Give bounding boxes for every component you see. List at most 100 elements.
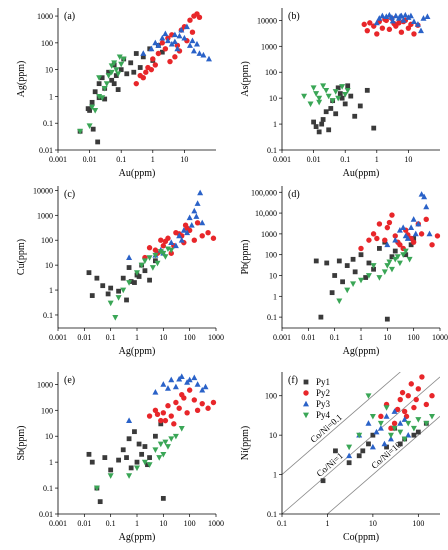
data-point xyxy=(377,420,384,427)
series-Py3 xyxy=(126,189,206,261)
data-point xyxy=(404,235,411,241)
data-point xyxy=(199,386,206,393)
data-point xyxy=(313,91,320,97)
y-tick-label: 1000 xyxy=(261,42,277,51)
data-point xyxy=(193,213,200,219)
data-point xyxy=(342,101,348,107)
data-point xyxy=(160,410,167,416)
x-tick-label: 0.01 xyxy=(83,155,97,164)
data-point xyxy=(389,254,395,260)
data-point xyxy=(93,485,100,492)
data-point xyxy=(94,275,100,281)
data-point xyxy=(115,71,122,77)
data-point xyxy=(102,96,108,102)
data-point xyxy=(339,84,346,90)
data-point xyxy=(400,252,407,258)
data-point xyxy=(397,396,403,403)
data-point xyxy=(116,457,121,463)
data-point xyxy=(172,54,178,60)
y-tick-label: 0.1 xyxy=(267,510,277,519)
data-point xyxy=(115,295,122,301)
data-point xyxy=(371,266,376,272)
data-point xyxy=(191,397,198,403)
data-point xyxy=(325,93,332,100)
data-point xyxy=(184,410,190,416)
x-tick-label: 10 xyxy=(159,333,167,342)
data-point xyxy=(176,405,182,411)
data-point xyxy=(383,405,390,411)
y-tick-label: 0.1 xyxy=(43,484,53,493)
data-point xyxy=(336,298,343,305)
data-point xyxy=(159,34,166,41)
data-point xyxy=(413,396,419,403)
series-Py2 xyxy=(146,387,217,427)
data-point xyxy=(171,421,177,427)
data-point xyxy=(191,374,198,381)
data-point xyxy=(178,373,185,379)
data-point xyxy=(162,254,169,260)
data-point xyxy=(371,125,377,131)
data-point xyxy=(181,34,188,41)
data-point xyxy=(357,103,363,109)
data-point xyxy=(164,37,171,44)
data-point xyxy=(113,73,119,78)
data-point xyxy=(146,413,153,419)
x-axis-label: Co(ppm) xyxy=(343,532,379,543)
data-point xyxy=(186,227,193,234)
data-point xyxy=(112,314,119,321)
data-point xyxy=(137,65,143,70)
panel-4: 0.001 0.01 0.1 1 10 100 1000 0.1 1 10 100 1000 10,00… xyxy=(240,186,448,357)
y-tick-label: 0.01 xyxy=(39,510,53,519)
data-point xyxy=(152,62,159,68)
data-point xyxy=(196,50,203,56)
data-point xyxy=(181,395,187,401)
data-point xyxy=(418,231,425,237)
data-point xyxy=(386,259,393,266)
data-point xyxy=(350,256,356,262)
data-point xyxy=(415,429,421,435)
data-point xyxy=(400,224,407,231)
y-tick-label: 100 xyxy=(265,392,277,401)
series-Py4 xyxy=(336,248,413,305)
data-point xyxy=(365,273,372,279)
data-point xyxy=(391,420,398,426)
data-point xyxy=(126,280,133,286)
data-point xyxy=(200,51,207,58)
data-point xyxy=(108,69,115,76)
data-point xyxy=(394,254,401,260)
x-tick-label: 1000 xyxy=(432,333,448,342)
data-point xyxy=(320,117,326,122)
data-point xyxy=(160,250,167,257)
x-tick-label: 100 xyxy=(412,519,424,528)
data-point xyxy=(150,56,156,62)
data-point xyxy=(333,448,338,454)
x-tick-label: 0.1 xyxy=(340,155,350,164)
data-point xyxy=(167,58,173,65)
panel-1: 0.001 0.01 0.1 1 100.010.11101001000Au(ppm)A… xyxy=(16,8,216,179)
data-point xyxy=(392,12,399,19)
y-tick-label: 1000 xyxy=(37,12,53,21)
x-tick-label: 100 xyxy=(184,333,196,342)
data-point xyxy=(143,69,149,75)
y-tick-label: 10 xyxy=(269,94,277,103)
data-point xyxy=(366,441,371,447)
data-point xyxy=(131,69,137,75)
data-point xyxy=(168,376,175,383)
data-point xyxy=(363,275,369,280)
data-point xyxy=(152,252,159,259)
data-point xyxy=(358,252,364,258)
data-point xyxy=(328,106,334,111)
data-point xyxy=(434,233,441,239)
data-point xyxy=(423,401,430,408)
data-point xyxy=(116,288,121,294)
data-point xyxy=(132,429,137,435)
data-point xyxy=(160,243,167,249)
data-point xyxy=(307,101,314,108)
y-tick-label: 100,000 xyxy=(251,188,277,197)
ratio-line-label: Co/Ni=1 xyxy=(315,450,345,478)
data-point xyxy=(120,275,126,281)
data-point xyxy=(101,85,108,92)
data-point xyxy=(424,13,431,19)
data-point xyxy=(124,455,129,460)
